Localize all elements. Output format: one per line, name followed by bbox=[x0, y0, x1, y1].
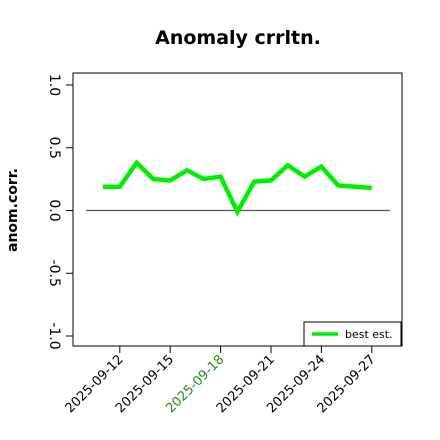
y-axis-label: anom.corr. bbox=[5, 168, 21, 252]
y-tick-label: 0.0 bbox=[46, 199, 62, 221]
y-tick-label: 0.5 bbox=[46, 137, 62, 159]
chart-title: Anomaly crrltn. bbox=[155, 27, 321, 49]
series-group bbox=[102, 159, 372, 217]
y-tick-label: 1.0 bbox=[46, 74, 62, 96]
legend: best est. bbox=[303, 321, 402, 347]
y-tick-label: -0.5 bbox=[46, 260, 62, 287]
y-axis: -1.0 -0.5 0.0 0.5 1.0 bbox=[46, 74, 73, 350]
y-tick-label: -1.0 bbox=[46, 322, 62, 349]
series-line bbox=[103, 159, 372, 217]
plot-area bbox=[72, 72, 403, 347]
legend-label: best est. bbox=[345, 328, 393, 341]
x-axis: 2025-09-122025-09-152025-09-182025-09-21… bbox=[63, 346, 379, 416]
